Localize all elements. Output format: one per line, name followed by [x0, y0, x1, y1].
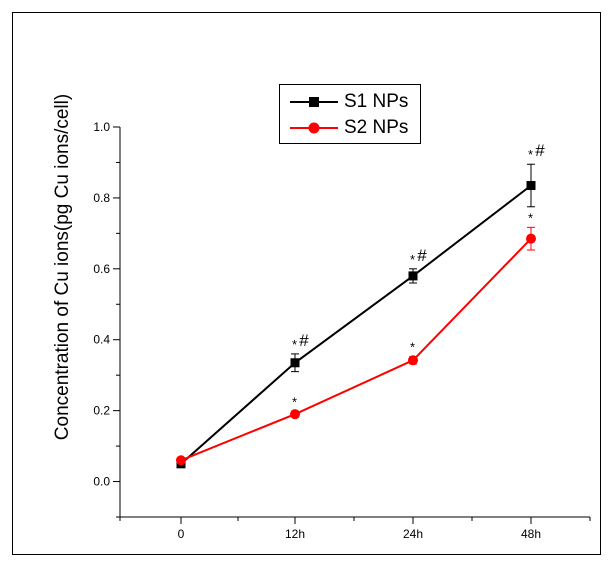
data-point [290, 358, 300, 368]
significance-star: * [292, 337, 297, 352]
series-line [180, 237, 532, 462]
legend-item-s1: S1 NPs [280, 89, 420, 115]
significance-star: * [528, 210, 533, 225]
series-line [180, 184, 532, 465]
y-tick-label: 0.4 [93, 333, 110, 347]
significance-star: * [528, 147, 533, 162]
chart-plot-area: * #* #* #*** [176, 141, 545, 469]
significance-star: * [410, 340, 415, 355]
significance-hash: # [535, 141, 545, 160]
y-tick-label: 0.6 [93, 262, 110, 276]
significance-star: * [292, 394, 297, 409]
y-tick-label: 1.0 [93, 120, 110, 134]
y-tick-label: 0.2 [93, 404, 110, 418]
legend-s2-label: S2 NPs [344, 117, 409, 138]
x-tick-label: 12h [285, 527, 305, 541]
data-point [290, 409, 300, 420]
y-tick-label: 0.0 [93, 475, 110, 489]
data-point [176, 455, 186, 466]
significance-hash: # [417, 246, 427, 265]
x-tick-label: 24h [403, 527, 423, 541]
x-tick-label: 48h [521, 527, 541, 541]
legend-item-s2: S2 NPs [280, 115, 420, 141]
x-tick-label: 0 [178, 527, 185, 541]
legend-s2-line-marker [290, 122, 338, 134]
data-point [408, 355, 418, 366]
data-point [526, 233, 536, 244]
series-1: * #* #* # [176, 141, 545, 469]
data-point [526, 181, 536, 190]
chart-axes: 0.0 0.2 0.4 0.6 0.8 1.0 0 12h 24h 48h Concentratio… [52, 94, 591, 541]
y-tick-label: 0.8 [93, 191, 110, 205]
significance-star: * [410, 252, 415, 267]
series-2: * * * [176, 210, 536, 466]
data-point [408, 271, 418, 281]
legend-s1-line-marker [290, 97, 338, 107]
y-axis-title: Concentration of Cu ions(pg Cu ions/cell… [52, 94, 73, 440]
significance-hash: # [299, 331, 309, 350]
legend-s1-label: S1 NPs [344, 91, 409, 112]
chart-legend: S1 NPs S2 NPs [279, 84, 421, 144]
chart-frame [12, 12, 601, 555]
